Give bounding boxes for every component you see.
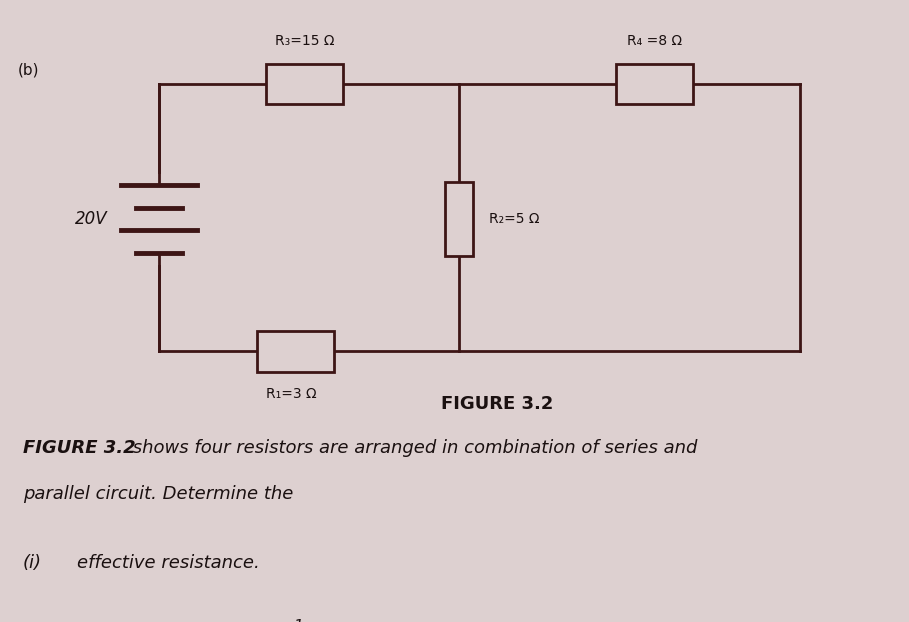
Text: R₁=3 Ω: R₁=3 Ω	[265, 387, 316, 401]
Text: 20V: 20V	[75, 210, 107, 228]
Text: 1: 1	[294, 619, 304, 622]
FancyBboxPatch shape	[266, 64, 344, 104]
Text: (i): (i)	[23, 554, 42, 572]
Text: FIGURE 3.2: FIGURE 3.2	[23, 439, 135, 457]
Text: effective resistance.: effective resistance.	[77, 554, 260, 572]
FancyBboxPatch shape	[615, 64, 693, 104]
Text: shows four resistors are arranged in combination of series and: shows four resistors are arranged in com…	[127, 439, 697, 457]
Text: R₂=5 Ω: R₂=5 Ω	[489, 212, 540, 226]
FancyBboxPatch shape	[445, 182, 473, 256]
Text: R₃=15 Ω: R₃=15 Ω	[275, 34, 335, 49]
Text: (b): (b)	[18, 63, 40, 78]
Text: R₄ =8 Ω: R₄ =8 Ω	[627, 34, 682, 49]
Text: parallel circuit. Determine the: parallel circuit. Determine the	[23, 485, 293, 503]
Text: FIGURE 3.2: FIGURE 3.2	[442, 395, 554, 413]
FancyBboxPatch shape	[257, 331, 335, 372]
